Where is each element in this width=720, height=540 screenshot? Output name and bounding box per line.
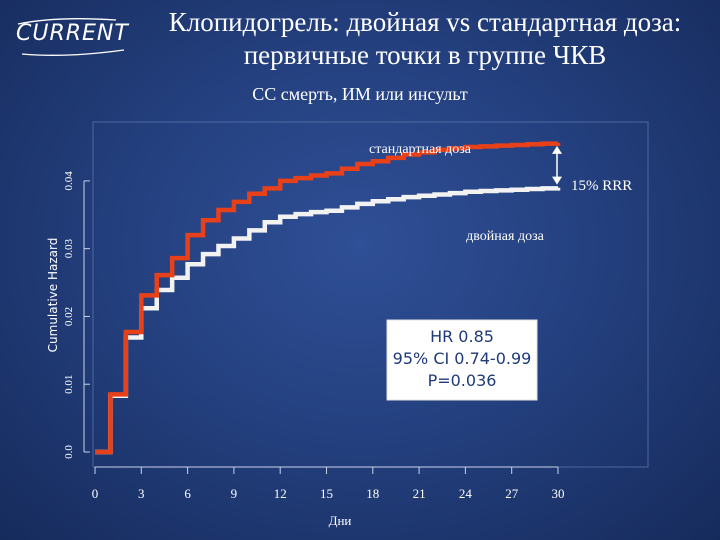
hr-p-value: P=0.036 xyxy=(428,371,497,390)
x-tick-label: 21 xyxy=(413,486,426,501)
slide-title-line-1: Клопидогрель: двойная vs стандартная доз… xyxy=(168,7,682,37)
double-dose-label: двойная доза xyxy=(466,229,544,244)
slide-title-line-2: первичные точки в группе ЧКВ xyxy=(243,40,607,70)
x-tick-label: 30 xyxy=(552,486,565,501)
logo-text: CURRENT xyxy=(16,21,129,46)
slide-subtitle: СС смерть, ИМ или инсульт xyxy=(252,84,468,104)
hr-value: HR 0.85 xyxy=(430,327,494,346)
x-tick-label: 27 xyxy=(505,486,519,501)
y-tick-label: 0.01 xyxy=(63,375,75,394)
x-tick-label: 24 xyxy=(459,486,473,501)
plot-frame xyxy=(92,121,649,468)
x-tick-label: 18 xyxy=(366,486,379,501)
chart-labels: 0 3 6 9 12 15 18 21 24 27 30 0.0 0.01 0.02 0.03 0.04 Дни… xyxy=(46,142,632,528)
x-tick-label: 15 xyxy=(320,486,333,501)
chart-axes xyxy=(83,121,649,474)
rrr-annotation: 15% RRR xyxy=(571,178,632,194)
standard-dose-line xyxy=(95,141,561,455)
chart-series xyxy=(95,141,561,455)
y-tick-label: 0.0 xyxy=(63,445,75,459)
y-tick-label: 0.02 xyxy=(63,307,75,326)
current-logo: CURRENT xyxy=(16,14,128,58)
logo-swoosh-icon xyxy=(17,18,125,56)
y-tick-label: 0.04 xyxy=(63,171,75,191)
hr-box xyxy=(386,319,538,401)
rrr-arrow-head-up-icon xyxy=(552,145,562,154)
x-tick-label: 3 xyxy=(138,486,145,501)
x-tick-label: 0 xyxy=(92,486,99,501)
x-tick-label: 6 xyxy=(184,486,191,501)
standard-dose-label: стандартная доза xyxy=(369,142,472,157)
x-tick-label: 12 xyxy=(274,486,287,501)
double-dose-line xyxy=(95,186,561,455)
y-axis-title: Cumulative Hazard xyxy=(46,238,60,353)
x-axis-title: Дни xyxy=(329,513,352,528)
y-tick-label: 0.03 xyxy=(63,239,75,259)
x-tick-label: 9 xyxy=(231,486,238,501)
slide-title: Клопидогрель: двойная vs стандартная доз… xyxy=(140,6,710,72)
hr-ci: 95% CI 0.74-0.99 xyxy=(393,349,532,368)
rrr-arrow-head-down-icon xyxy=(552,176,562,185)
